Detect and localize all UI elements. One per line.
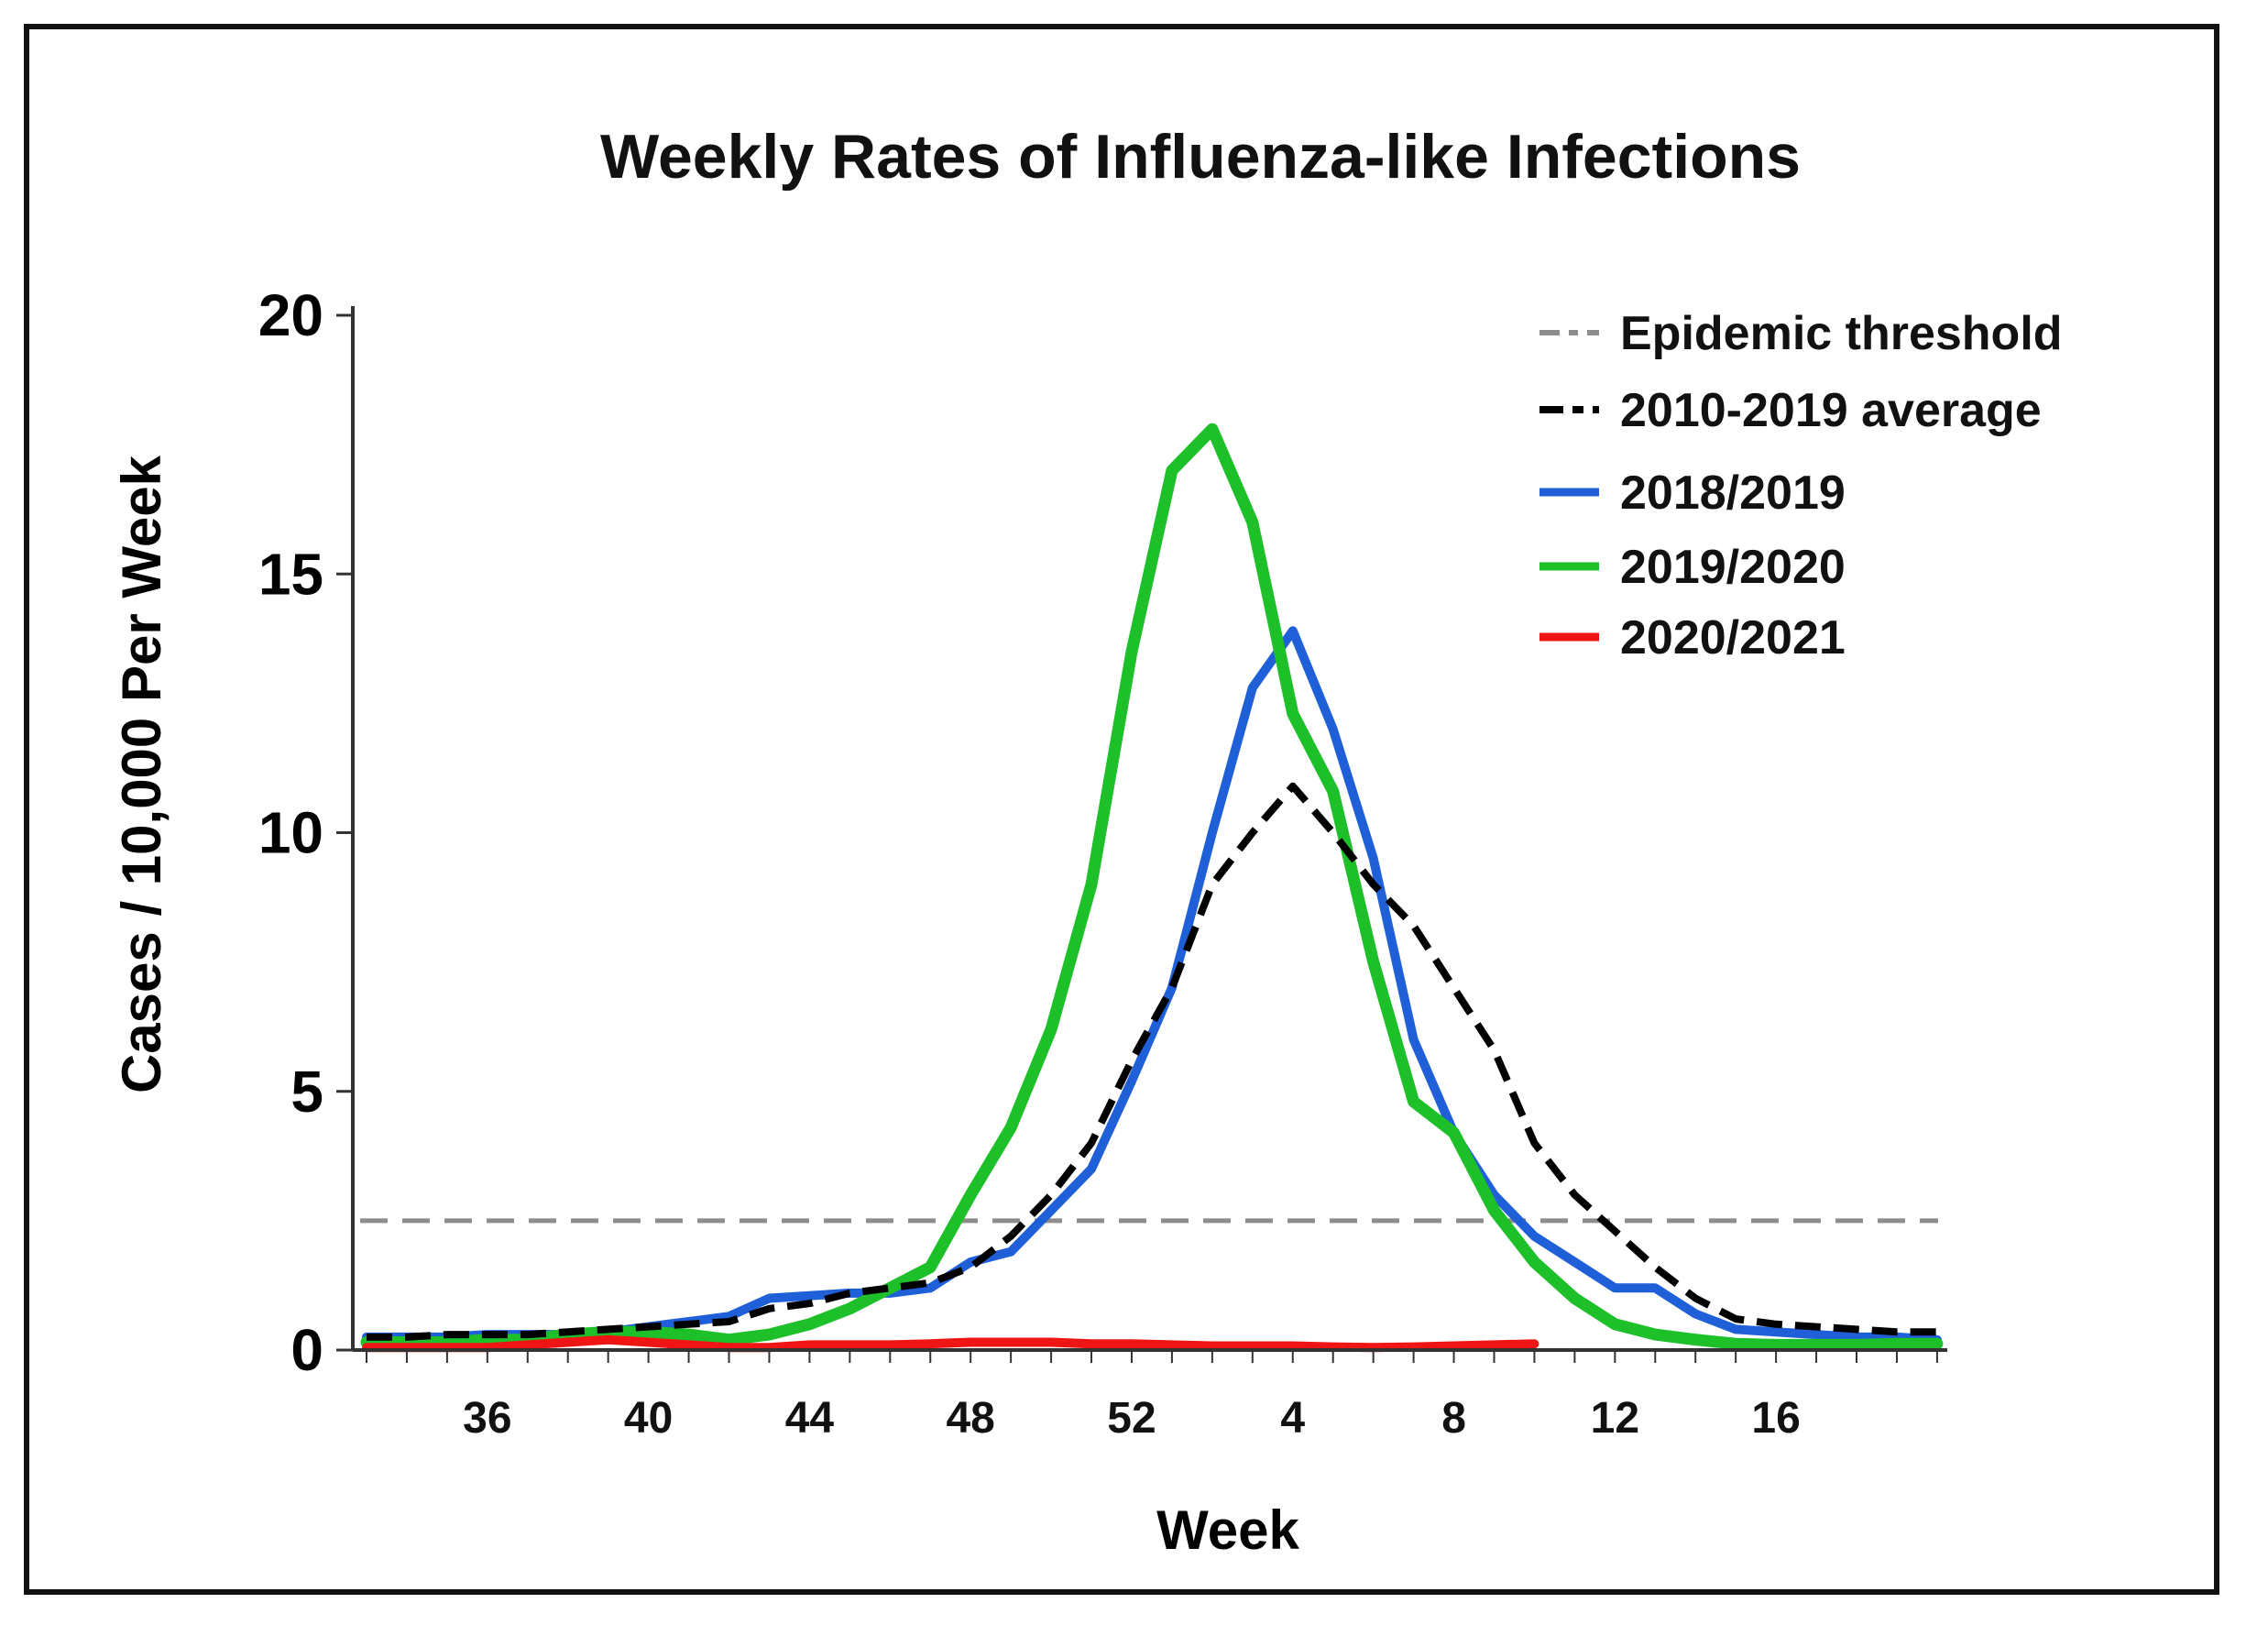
y-tick-label: 15 (258, 541, 323, 607)
y-tick-label: 5 (290, 1059, 323, 1125)
x-tick-label: 12 (1591, 1394, 1639, 1443)
chart-title: Weekly Rates of Influenza-like Infection… (600, 122, 1801, 192)
legend-label: 2010-2019 average (1620, 384, 2042, 437)
x-tick-label: 8 (1441, 1394, 1466, 1443)
legend-label: 2020/2021 (1620, 611, 1846, 664)
series-line-2020-2021 (362, 1334, 1539, 1353)
x-tick-label: 36 (463, 1394, 511, 1443)
series-line-2019-2020 (360, 423, 1944, 1351)
series-layer (360, 423, 1944, 1353)
x-tick-label: 40 (624, 1394, 673, 1443)
series-line-2010-2019-average (367, 782, 1937, 1341)
x-tick-label: 44 (785, 1394, 835, 1443)
y-tick-label: 10 (258, 800, 323, 866)
series-line-2018-2019 (362, 626, 1942, 1345)
y-tick-label: 0 (290, 1317, 323, 1383)
x-tick-label: 4 (1280, 1394, 1305, 1443)
x-tick-label: 52 (1107, 1394, 1156, 1443)
y-axis-label: Cases / 10,000 Per Week (111, 455, 172, 1093)
legend-label: 2018/2019 (1620, 467, 1846, 520)
legend: Epidemic threshold 2010-2019 average 2018/… (1539, 307, 2063, 664)
x-tick-label: 16 (1751, 1394, 1800, 1443)
x-tick-label: 48 (946, 1394, 994, 1443)
x-axis-label: Week (1156, 1499, 1299, 1561)
legend-label: Epidemic threshold (1620, 307, 2063, 360)
y-tick-label: 20 (258, 282, 323, 348)
legend-label: 2019/2020 (1620, 541, 1846, 594)
